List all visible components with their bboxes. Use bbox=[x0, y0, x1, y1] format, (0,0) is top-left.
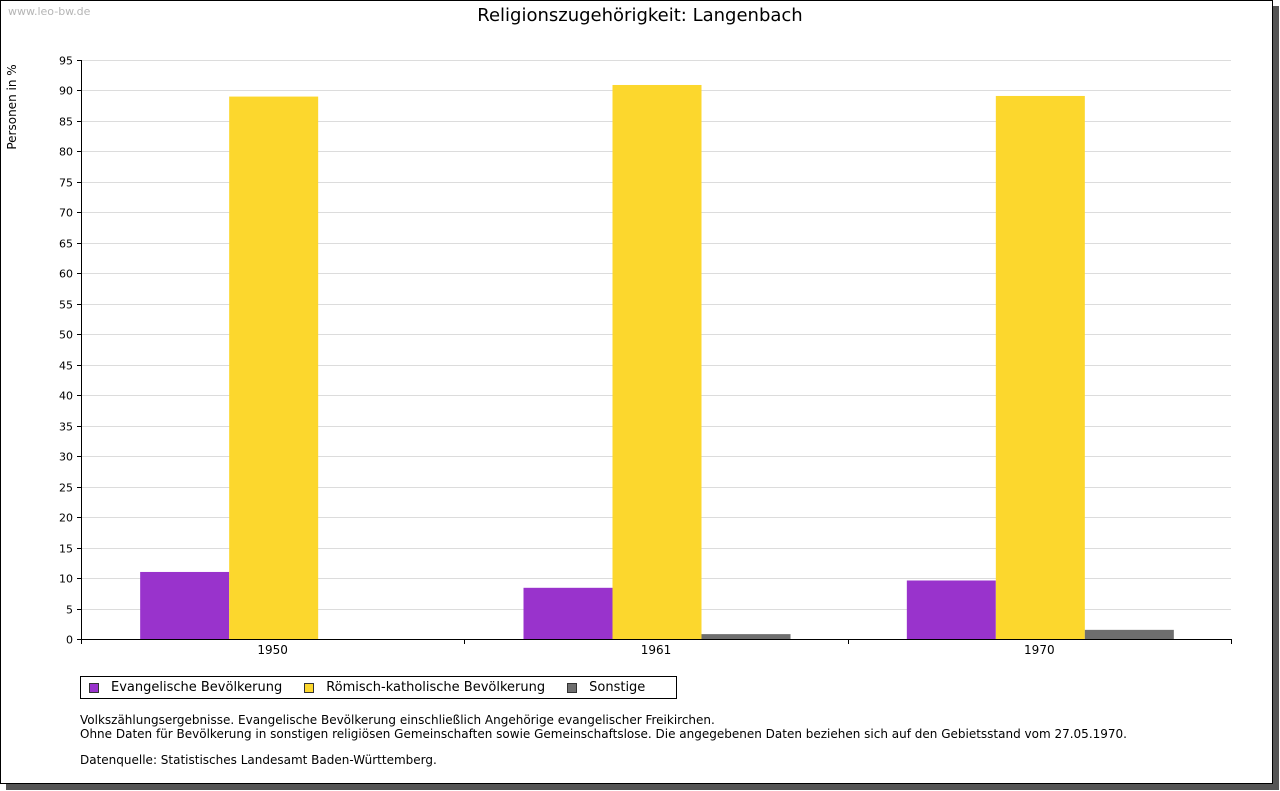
bar-katholisch-1950 bbox=[229, 96, 319, 639]
y-tick-label: 25 bbox=[59, 482, 73, 495]
y-tick-label: 40 bbox=[59, 390, 73, 403]
x-tick-label: 1970 bbox=[1024, 643, 1055, 657]
data-source: Datenquelle: Statistisches Landesamt Bad… bbox=[80, 753, 437, 767]
legend-label-sonstige: Sonstige bbox=[589, 680, 646, 695]
y-tick-label: 45 bbox=[59, 360, 73, 373]
note-line-1: Volkszählungsergebnisse. Evangelische Be… bbox=[80, 713, 715, 727]
frame-shadow-right bbox=[1273, 6, 1279, 790]
legend-swatch-katholisch bbox=[304, 682, 315, 693]
y-tick-label: 60 bbox=[59, 268, 73, 281]
y-tick-label: 65 bbox=[59, 238, 73, 251]
legend-label-evangelisch: Evangelische Bevölkerung bbox=[111, 680, 283, 695]
y-tick-label: 30 bbox=[59, 451, 73, 464]
axes: 0 5 10 15 20 25 30 35 40 45 50 55 60 65 70 75 80 85 90 95 19… bbox=[59, 55, 1232, 657]
watermark: www.leo-bw.de bbox=[8, 5, 91, 18]
y-axis-label: Personen in % bbox=[5, 64, 19, 149]
bar-chart: Religionszugehörigkeit: Langenbach Perso… bbox=[5, 5, 1232, 657]
bar-evangelisch-1950 bbox=[140, 571, 230, 639]
bar-sonstige-1961 bbox=[701, 634, 791, 639]
y-tick-label: 80 bbox=[59, 146, 73, 159]
y-tick-label: 20 bbox=[59, 512, 73, 525]
chart-notes: Volkszählungsergebnisse. Evangelische Be… bbox=[80, 713, 1127, 741]
y-tick-label: 35 bbox=[59, 421, 73, 434]
bar-sonstige-1970 bbox=[1084, 629, 1174, 639]
legend-label-katholisch: Römisch-katholische Bevölkerung bbox=[326, 680, 546, 695]
y-tick-label: 5 bbox=[66, 604, 73, 617]
x-tick-label: 1961 bbox=[641, 643, 672, 657]
y-tick-label: 0 bbox=[66, 634, 73, 647]
legend-item-evangelisch: Evangelische Bevölkerung bbox=[89, 680, 282, 695]
legend-item-katholisch: Römisch-katholische Bevölkerung bbox=[304, 680, 545, 695]
y-tick-label: 70 bbox=[59, 207, 73, 220]
bars bbox=[140, 84, 1174, 640]
legend-item-sonstige: Sonstige bbox=[567, 680, 645, 695]
y-tick-label: 75 bbox=[59, 177, 73, 190]
bar-evangelisch-1961 bbox=[523, 587, 613, 639]
y-tick-label: 95 bbox=[59, 55, 73, 68]
y-tick-label: 15 bbox=[59, 543, 73, 556]
y-tick-label: 55 bbox=[59, 299, 73, 312]
y-tick-label: 90 bbox=[59, 85, 73, 98]
bar-katholisch-1961 bbox=[612, 84, 702, 640]
frame-shadow-bottom bbox=[6, 784, 1279, 790]
note-line-2: Ohne Daten für Bevölkerung in sonstigen … bbox=[80, 727, 1127, 741]
legend: Evangelische Bevölkerung Römisch-katholi… bbox=[80, 676, 677, 699]
legend-swatch-sonstige bbox=[567, 682, 578, 693]
y-tick-label: 85 bbox=[59, 116, 73, 129]
bar-evangelisch-1970 bbox=[906, 580, 996, 639]
chart-title: Religionszugehörigkeit: Langenbach bbox=[477, 5, 802, 26]
x-tick-label: 1950 bbox=[257, 643, 288, 657]
bar-katholisch-1970 bbox=[995, 95, 1085, 640]
legend-swatch-evangelisch bbox=[89, 682, 99, 693]
y-tick-label: 10 bbox=[59, 573, 73, 586]
y-tick-label: 50 bbox=[59, 329, 73, 342]
